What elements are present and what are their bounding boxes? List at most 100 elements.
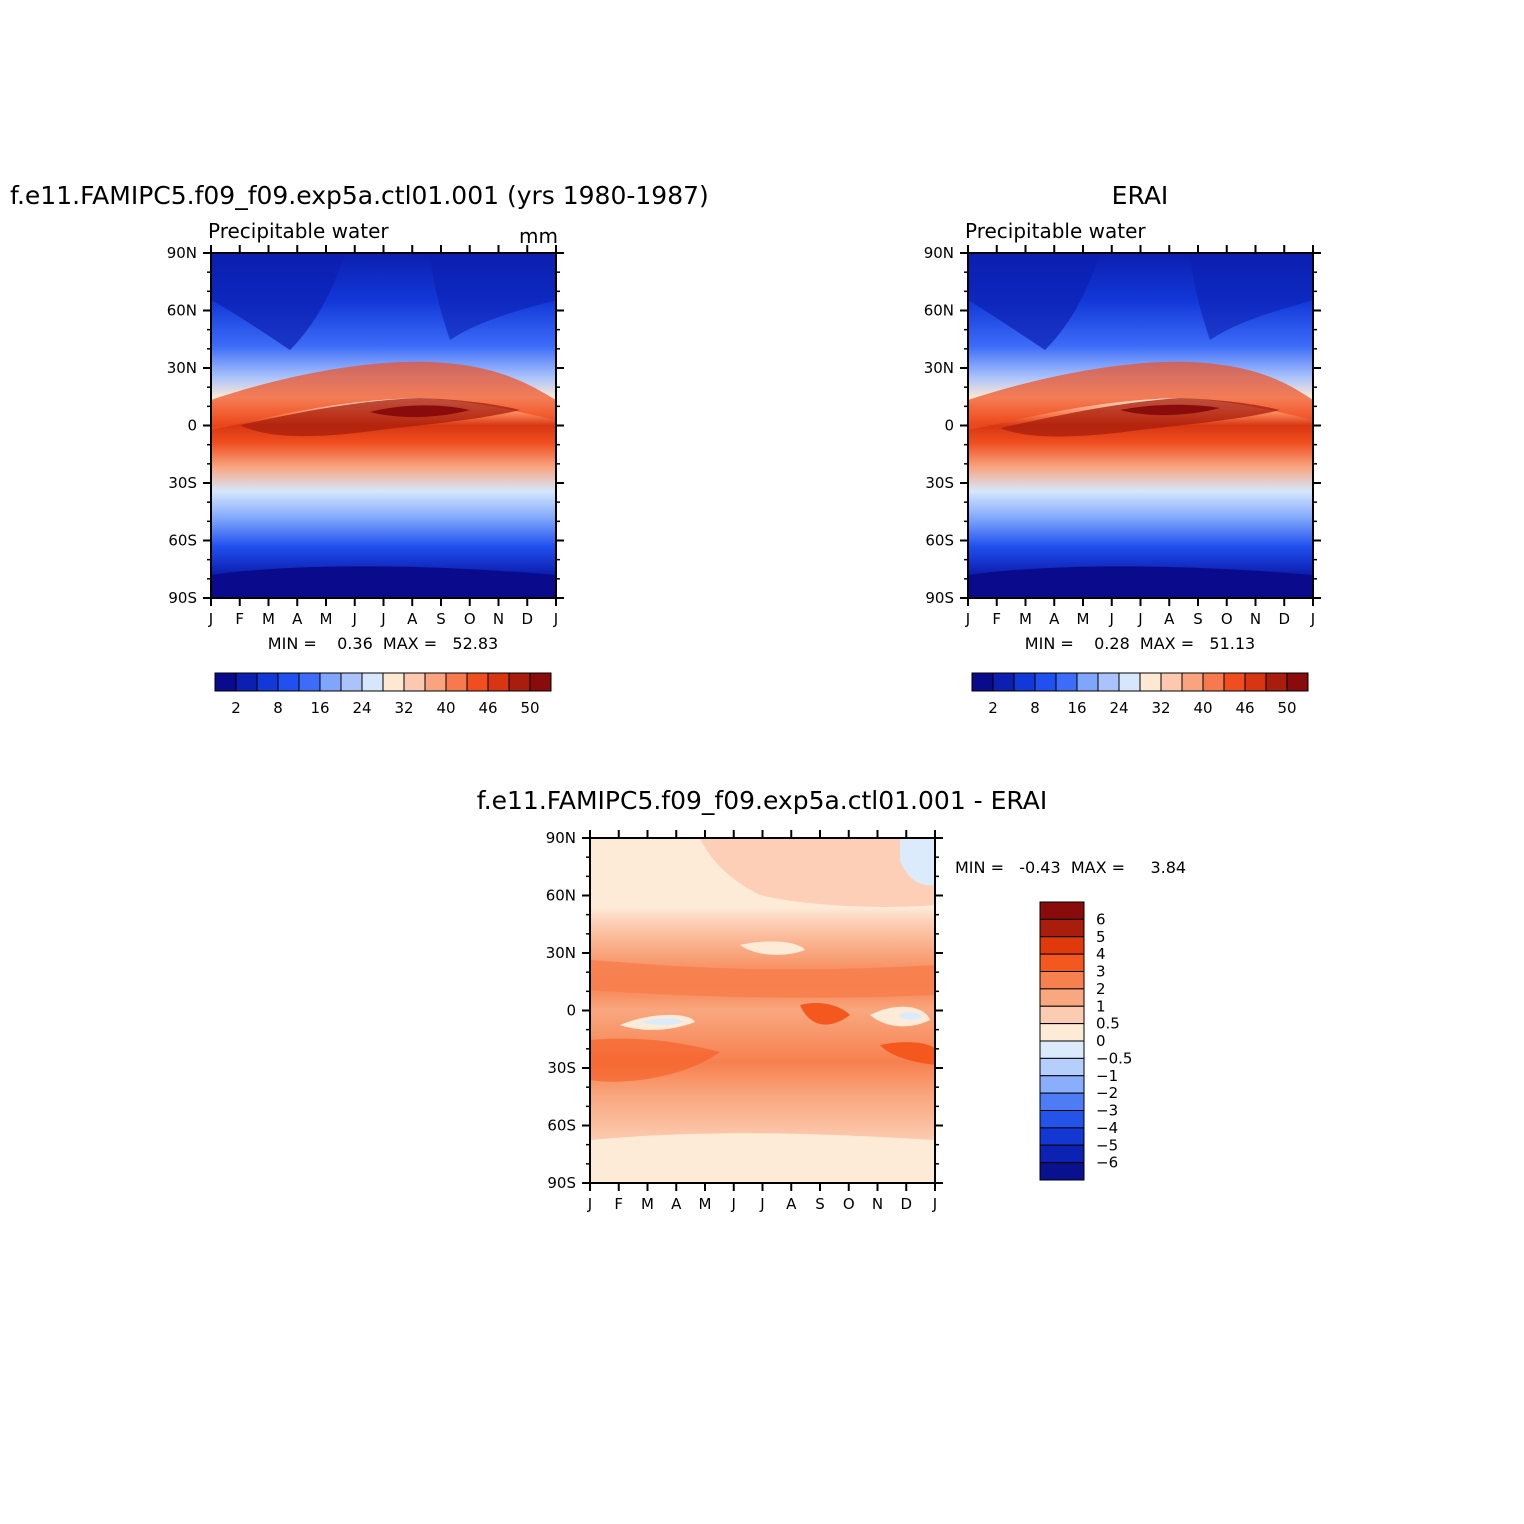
- x-tick-label: S: [1193, 610, 1203, 628]
- x-tick-label: J: [932, 1195, 937, 1213]
- obs-stats: MIN = 0.28 MAX = 51.13: [1025, 634, 1255, 653]
- colorbar-box: [1039, 1162, 1085, 1181]
- y-tick-label: 90N: [546, 829, 576, 847]
- colorbar-box: [214, 672, 237, 692]
- colorbar-label: 32: [1151, 699, 1170, 717]
- colorbar-label: 50: [1277, 699, 1296, 717]
- x-tick-label: F: [992, 610, 1001, 628]
- colorbar-box: [1097, 672, 1120, 692]
- colorbar-box: [1039, 901, 1085, 920]
- colorbar-box: [1039, 1110, 1085, 1129]
- model-stats: MIN = 0.36 MAX = 52.83: [268, 634, 498, 653]
- colorbar-box: [277, 672, 300, 692]
- colorbar-label: 6: [1096, 910, 1106, 928]
- x-tick-label: O: [843, 1195, 855, 1213]
- y-tick-label: 60N: [546, 887, 576, 905]
- y-tick-label: 30S: [168, 474, 197, 492]
- colorbar-box: [971, 672, 994, 692]
- colorbar-box: [1286, 672, 1309, 692]
- colorbar-box: [1034, 672, 1057, 692]
- x-tick-label: S: [436, 610, 446, 628]
- diff-title: f.e11.FAMIPC5.f09_f09.exp5a.ctl01.001 - …: [477, 786, 1048, 815]
- colorbar-label: 46: [478, 699, 497, 717]
- colorbar-label: 3: [1096, 963, 1106, 981]
- y-tick-label: 30N: [167, 359, 197, 377]
- colorbar-box: [1039, 988, 1085, 1007]
- x-tick-label: J: [759, 1195, 764, 1213]
- colorbar-box: [1039, 1092, 1085, 1111]
- colorbar-label: −4: [1096, 1119, 1118, 1137]
- x-tick-label: A: [407, 610, 418, 628]
- colorbar-label: 46: [1235, 699, 1254, 717]
- colorbar-label: 2: [231, 699, 241, 717]
- y-tick-label: 90S: [925, 589, 954, 607]
- colorbar-label: 24: [1109, 699, 1128, 717]
- x-tick-label: A: [671, 1195, 682, 1213]
- colorbar-box: [1055, 672, 1078, 692]
- y-tick-label: 0: [187, 417, 197, 435]
- colorbar-label: 50: [520, 699, 539, 717]
- colorbar-label: −0.5: [1096, 1049, 1132, 1067]
- diff-stats: MIN = -0.43 MAX = 3.84: [955, 858, 1186, 877]
- colorbar-label: 8: [273, 699, 283, 717]
- x-tick-label: S: [815, 1195, 825, 1213]
- colorbar-box: [1160, 672, 1183, 692]
- x-tick-label: A: [292, 610, 303, 628]
- colorbar-label: 2: [1096, 980, 1106, 998]
- x-tick-label: J: [208, 610, 213, 628]
- colorbar-box: [1039, 1144, 1085, 1164]
- x-tick-label: F: [614, 1195, 623, 1213]
- x-tick-label: M: [262, 610, 275, 628]
- x-tick-label: A: [1164, 610, 1175, 628]
- colorbar-box: [361, 672, 384, 692]
- diff-plot-area: [590, 838, 935, 1183]
- colorbar-box: [1039, 1040, 1085, 1059]
- x-tick-label: D: [1278, 610, 1290, 628]
- colorbar-label: 5: [1096, 928, 1106, 946]
- colorbar-box: [1039, 1075, 1085, 1094]
- x-tick-label: J: [587, 1195, 592, 1213]
- x-tick-label: J: [731, 1195, 736, 1213]
- colorbar-label: 8: [1030, 699, 1040, 717]
- x-tick-label: O: [464, 610, 476, 628]
- diff-panel: f.e11.FAMIPC5.f09_f09.exp5a.ctl01.001 - …: [477, 786, 1186, 1213]
- colorbar-label: 32: [394, 699, 413, 717]
- x-tick-label: M: [699, 1195, 712, 1213]
- obs-subtitle: Precipitable water: [965, 219, 1146, 243]
- obs-plot-area: [968, 253, 1313, 598]
- x-tick-label: J: [380, 610, 385, 628]
- x-tick-label: J: [1109, 610, 1114, 628]
- colorbar-label: 0: [1096, 1032, 1106, 1050]
- x-tick-label: M: [641, 1195, 654, 1213]
- model-units: mm: [519, 224, 558, 248]
- colorbar-box: [1244, 672, 1267, 692]
- x-tick-label: J: [1137, 610, 1142, 628]
- colorbar-box: [319, 672, 342, 692]
- colorbar-box: [466, 672, 489, 692]
- colorbar-label: 40: [436, 699, 455, 717]
- colorbar-label: 4: [1096, 945, 1106, 963]
- colorbar-label: −6: [1096, 1154, 1118, 1172]
- colorbar-label: 1: [1096, 997, 1106, 1015]
- colorbar-label: 0.5: [1096, 1015, 1120, 1033]
- model-panel: f.e11.FAMIPC5.f09_f09.exp5a.ctl01.001 (y…: [10, 181, 709, 717]
- y-tick-label: 90N: [167, 244, 197, 262]
- colorbar-box: [1181, 672, 1204, 692]
- colorbar-box: [1076, 672, 1099, 692]
- colorbar-label: −5: [1096, 1136, 1118, 1154]
- x-tick-label: M: [1077, 610, 1090, 628]
- y-tick-label: 60N: [924, 302, 954, 320]
- colorbar-box: [1265, 672, 1288, 692]
- colorbar-box: [487, 672, 510, 692]
- colorbar-box: [508, 672, 531, 692]
- x-tick-label: D: [900, 1195, 912, 1213]
- obs-colorbar: 2 8 16 24 32 40 46 50: [971, 672, 1309, 717]
- colorbar-box: [340, 672, 363, 692]
- x-tick-label: A: [786, 1195, 797, 1213]
- colorbar-box: [1039, 1057, 1085, 1077]
- colorbar-box: [992, 672, 1015, 692]
- y-tick-label: 0: [566, 1002, 576, 1020]
- x-tick-label: J: [553, 610, 558, 628]
